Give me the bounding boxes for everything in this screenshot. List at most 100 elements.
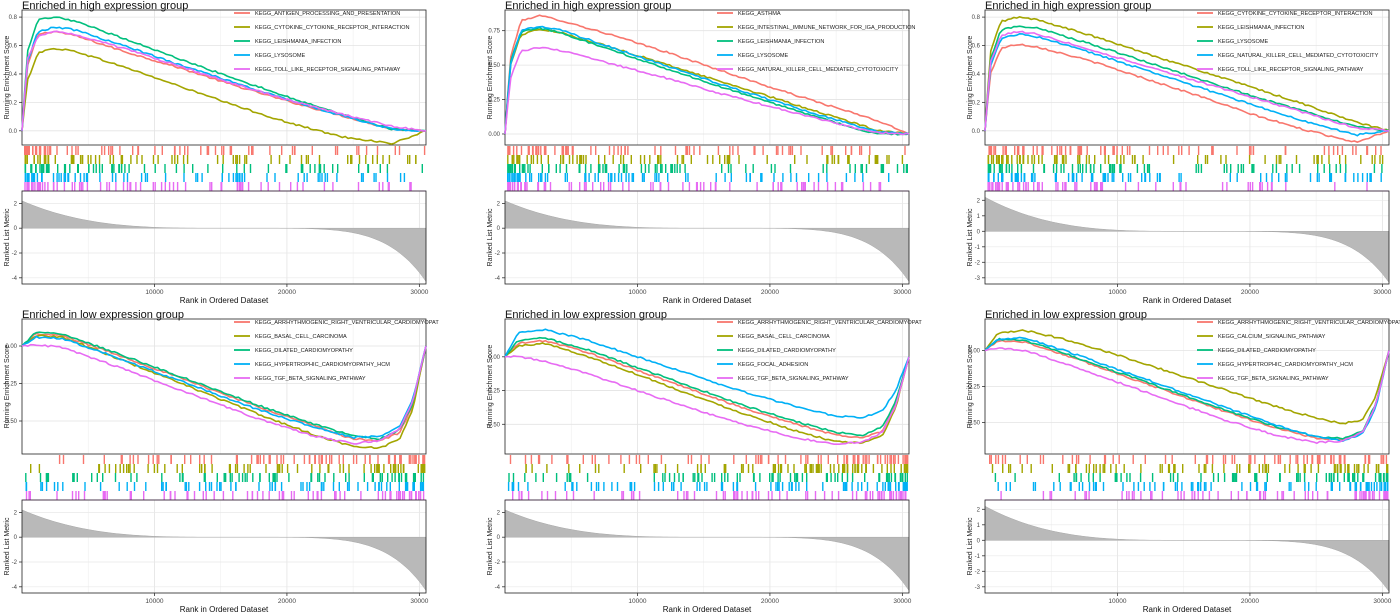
hit-tick [1004, 455, 1007, 464]
hit-tick [1303, 464, 1305, 473]
hit-tick [72, 473, 74, 482]
hit-tick [756, 182, 758, 191]
hit-tick [699, 182, 702, 191]
hit-tick [238, 155, 241, 164]
hit-tick [193, 491, 196, 500]
hit-tick [752, 473, 755, 482]
hit-tick [987, 173, 989, 182]
hit-tick [1108, 164, 1111, 173]
es-tick-label: 0.00 [5, 344, 17, 350]
hit-tick [1071, 455, 1074, 464]
hit-tick [846, 473, 849, 482]
rank-tick-label: 0 [497, 226, 501, 232]
hit-tick [583, 182, 586, 191]
hit-tick [152, 182, 154, 191]
hit-tick [45, 155, 47, 164]
hit-tick [286, 464, 289, 473]
hit-tick [857, 455, 859, 464]
hit-tick [164, 182, 166, 191]
hit-tick [161, 146, 163, 155]
hit-tick [181, 464, 183, 473]
hit-tick [195, 173, 197, 182]
legend-label: KEGG_INTESTINAL_IMMUNE_NETWORK_FOR_IGA_P… [738, 25, 915, 31]
hit-tick [62, 482, 64, 491]
es-curve-5 [21, 30, 427, 132]
hit-tick [1284, 464, 1286, 473]
legend-label: KEGG_BASAL_CELL_CARCINOMA [255, 334, 347, 340]
hit-tick [400, 473, 403, 482]
hit-tick [1103, 146, 1106, 155]
hit-tick [1337, 464, 1339, 473]
hit-tick [541, 491, 543, 500]
hit-tick [164, 173, 167, 182]
hit-tick [1370, 173, 1372, 182]
hit-tick [791, 482, 793, 491]
hit-tick [203, 473, 205, 482]
hit-tick [512, 491, 514, 500]
hit-tick [1373, 164, 1376, 173]
hit-tick [1233, 455, 1236, 464]
hit-tick [303, 173, 305, 182]
hit-tick [1030, 173, 1033, 182]
hit-tick [895, 491, 898, 500]
x-tick-label: 10000 [628, 289, 646, 296]
hit-tick [316, 491, 318, 500]
hit-tick [738, 155, 740, 164]
hit-tick [380, 482, 383, 491]
hit-tick [905, 455, 907, 464]
hit-tick [1255, 473, 1257, 482]
legend-label: KEGG_LEISHMANIA_INFECTION [255, 39, 341, 45]
hit-tick [1367, 464, 1369, 473]
hit-tick [324, 173, 326, 182]
hit-tick [849, 164, 851, 173]
hit-tick [770, 164, 773, 173]
hit-tick [1103, 455, 1106, 464]
hit-tick [590, 482, 593, 491]
x-axis-label: Rank in Ordered Dataset [180, 605, 269, 612]
hit-row [505, 464, 909, 473]
hit-tick [214, 146, 217, 155]
hit-tick [730, 173, 732, 182]
hit-tick [706, 155, 709, 164]
hit-tick [1274, 455, 1276, 464]
hit-tick [900, 464, 902, 473]
hit-tick [1359, 482, 1362, 491]
hit-tick [80, 155, 82, 164]
hit-tick [516, 182, 519, 191]
hit-tick [311, 146, 313, 155]
hit-tick [656, 173, 658, 182]
hit-tick [1254, 455, 1256, 464]
hit-tick [211, 464, 213, 473]
hit-tick [1051, 146, 1053, 155]
hit-tick [163, 491, 165, 500]
hit-tick [43, 164, 45, 173]
hit-tick [905, 164, 908, 173]
x-tick-label: 30000 [893, 598, 911, 605]
hit-tick [595, 482, 598, 491]
hit-tick [834, 182, 837, 191]
hit-tick [128, 164, 130, 173]
hit-tick-group [988, 146, 1382, 155]
hit-tick [121, 455, 123, 464]
hit-tick [1107, 155, 1110, 164]
hit-tick [1197, 164, 1200, 173]
hit-tick [858, 455, 860, 464]
hit-tick [1104, 155, 1106, 164]
hit-tick [1260, 173, 1262, 182]
hit-row [985, 482, 1389, 491]
rank-tick-label: -2 [975, 569, 981, 575]
x-tick-label: 20000 [761, 289, 779, 296]
hit-tick [1112, 455, 1114, 464]
hit-tick [423, 146, 426, 155]
hit-tick [1352, 473, 1354, 482]
hit-tick [854, 464, 856, 473]
hit-tick [628, 455, 631, 464]
hit-tick [229, 464, 231, 473]
hit-tick [28, 182, 30, 191]
hit-tick [565, 146, 567, 155]
hit-tick [1027, 155, 1029, 164]
hit-tick [537, 182, 539, 191]
hit-tick [286, 164, 288, 173]
hit-tick [269, 146, 271, 155]
hit-tick [826, 182, 829, 191]
